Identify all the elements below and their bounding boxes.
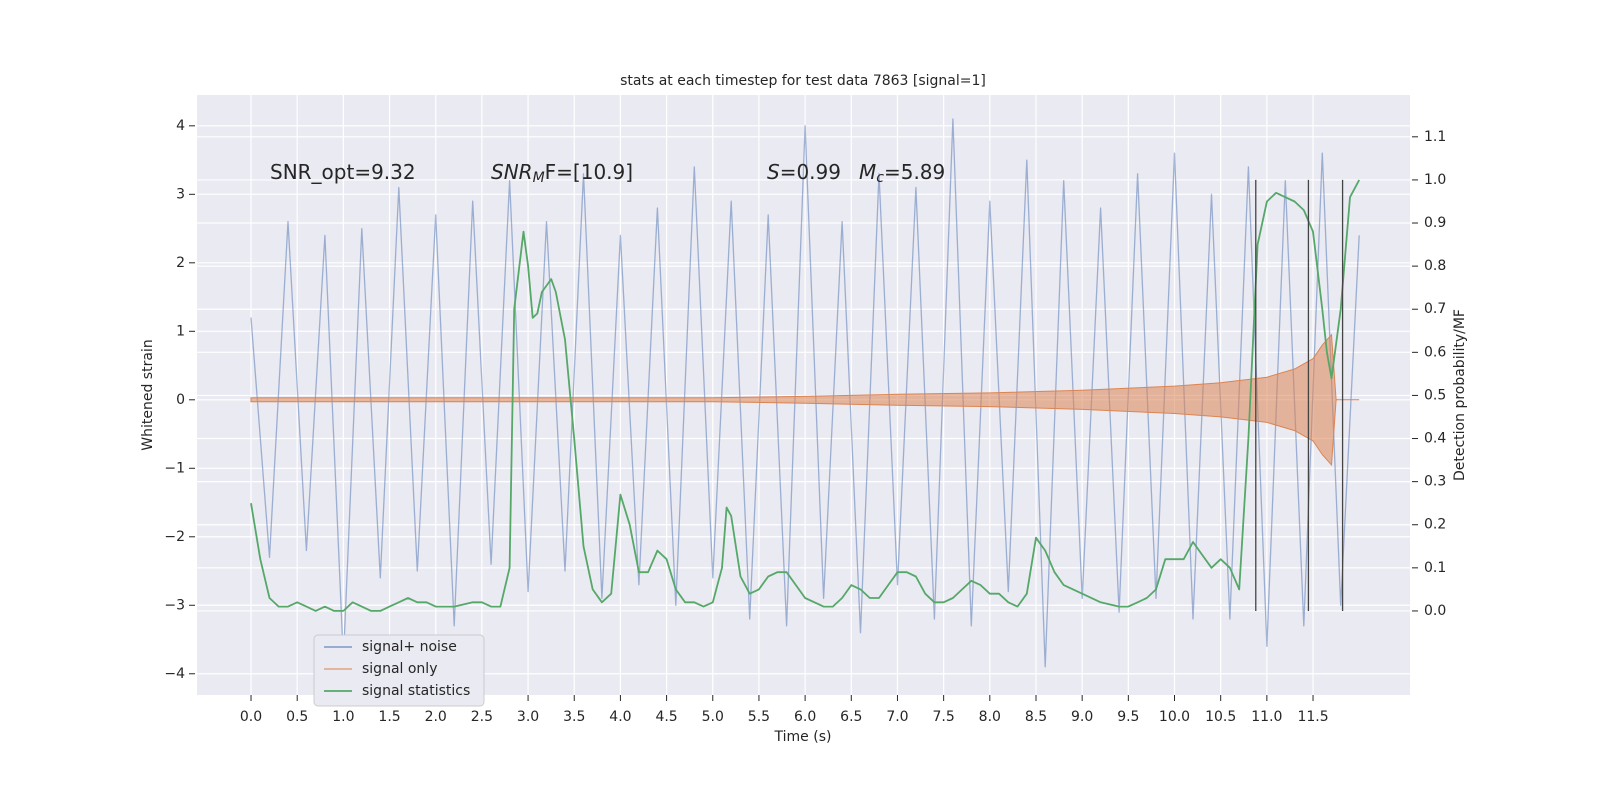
x-tick-label: 5.5	[748, 709, 770, 725]
x-tick-label: 7.5	[933, 709, 955, 725]
y-tick-label: 3	[176, 186, 185, 202]
x-tick-label: 9.5	[1117, 709, 1139, 725]
annotation-part: c	[876, 170, 884, 186]
x-axis-label: Time (s)	[774, 729, 832, 745]
signal-area	[250, 333, 1360, 467]
y-tick-label: −4	[164, 666, 185, 682]
y2-tick-label: 1.1	[1424, 129, 1446, 145]
x-tick-label: 11.0	[1251, 709, 1282, 725]
x-tick-label: 11.5	[1297, 709, 1328, 725]
annotation: Mc=5.89	[859, 160, 945, 187]
x-tick-label: 2.5	[471, 709, 493, 725]
x-tick-label: 1.5	[378, 709, 400, 725]
annotation-part: M	[533, 170, 545, 186]
y2-tick-label: 0.6	[1424, 344, 1446, 360]
y-tick-label: 2	[176, 255, 185, 271]
annotation-part: =5.89	[884, 160, 945, 184]
y2-tick-label: 0.1	[1424, 560, 1446, 576]
series-line	[250, 118, 1360, 668]
x-tick-label: 3.0	[517, 709, 539, 725]
y2-tick-label: 0.0	[1424, 603, 1446, 619]
legend-label: signal only	[362, 661, 437, 677]
x-tick-label: 8.5	[1025, 709, 1047, 725]
annotation-part: F=[10.9]	[545, 160, 633, 184]
x-tick-label: 9.0	[1071, 709, 1093, 725]
x-tick-label: 0.5	[286, 709, 308, 725]
x-tick-label: 2.0	[425, 709, 447, 725]
y2-axis-label: Detection probability/MF	[1452, 309, 1468, 481]
annotation: SNRMF=[10.9]	[491, 160, 633, 187]
annotation-part: S	[767, 160, 780, 184]
x-tick-label: 10.5	[1205, 709, 1236, 725]
y2-tick-label: 0.4	[1424, 431, 1446, 447]
x-tick-label: 5.0	[702, 709, 724, 725]
y-tick-label: −2	[164, 529, 185, 545]
y-tick-label: 1	[176, 323, 185, 339]
y-tick-label: −3	[164, 597, 185, 613]
x-tick-label: 1.0	[332, 709, 354, 725]
x-tick-label: 10.0	[1159, 709, 1190, 725]
y2-tick-label: 0.5	[1424, 387, 1446, 403]
y2-tick-label: 0.2	[1424, 517, 1446, 533]
x-tick-label: 4.5	[655, 709, 677, 725]
y-tick-label: 4	[176, 118, 185, 134]
x-tick-label: 4.0	[609, 709, 631, 725]
annotation-part: SNR	[491, 160, 533, 184]
x-tick-label: 0.0	[240, 709, 262, 725]
y2-tick-label: 1.0	[1424, 172, 1446, 188]
annotation-part: SNR_opt=9.32	[270, 160, 416, 184]
y2-tick-label: 0.9	[1424, 215, 1446, 231]
x-tick-label: 3.5	[563, 709, 585, 725]
annotation-part: M	[859, 160, 876, 184]
chart-title: stats at each timestep for test data 786…	[620, 73, 986, 89]
annotation: SNR_opt=9.32	[270, 160, 416, 184]
legend-box	[313, 634, 485, 707]
x-tick-label: 8.0	[979, 709, 1001, 725]
series-line	[250, 179, 1360, 612]
y-tick-label: −1	[164, 460, 185, 476]
x-tick-label: 7.0	[886, 709, 908, 725]
y-axis-label: Whitened strain	[140, 339, 156, 450]
y2-tick-label: 0.8	[1424, 258, 1446, 274]
x-tick-label: 6.5	[840, 709, 862, 725]
legend-label: signal+ noise	[362, 639, 457, 655]
y2-tick-label: 0.7	[1424, 301, 1446, 317]
y2-tick-label: 0.3	[1424, 474, 1446, 490]
y-tick-label: 0	[176, 392, 185, 408]
x-tick-label: 6.0	[794, 709, 816, 725]
annotation-part: =0.99	[780, 160, 841, 184]
annotation: S=0.99	[767, 160, 841, 184]
legend-label: signal statistics	[362, 683, 470, 699]
